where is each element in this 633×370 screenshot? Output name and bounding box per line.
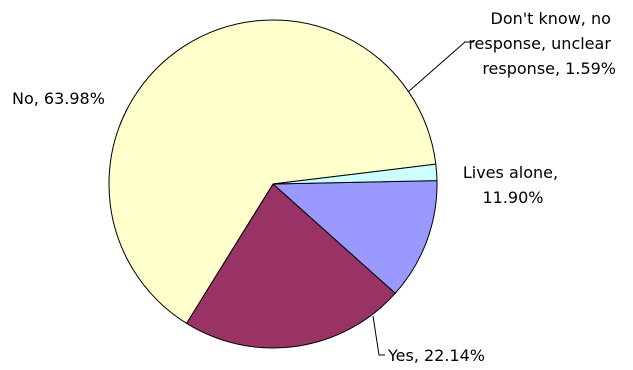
data-label-no: No, 63.98% [12,89,105,108]
data-label-dont-know-line-1: Don't know, no [491,9,611,28]
leader-line-dont-know [407,41,474,93]
data-label-lives-alone-line-2: 11.90% [482,188,543,207]
data-label-dont-know: Don't know, no response, unclear respons… [468,9,616,78]
leader-line-yes [372,315,385,356]
pie-slice-no [108,19,437,325]
pie-slices [108,19,438,349]
data-label-lives-alone: Lives alone, 11.90% [463,163,563,207]
data-label-lives-alone-line-1: Lives alone, [463,163,558,182]
data-label-dont-know-line-2: response, unclear [468,34,611,53]
pie-slice-lives-alone [271,180,438,295]
data-label-yes: Yes, 22.14% [387,346,485,365]
pie-slice-yes [185,183,396,349]
data-label-dont-know-line-3: response, 1.59% [482,59,616,78]
pie-slice-don-t-know-no-response-unclear-response [272,163,438,185]
